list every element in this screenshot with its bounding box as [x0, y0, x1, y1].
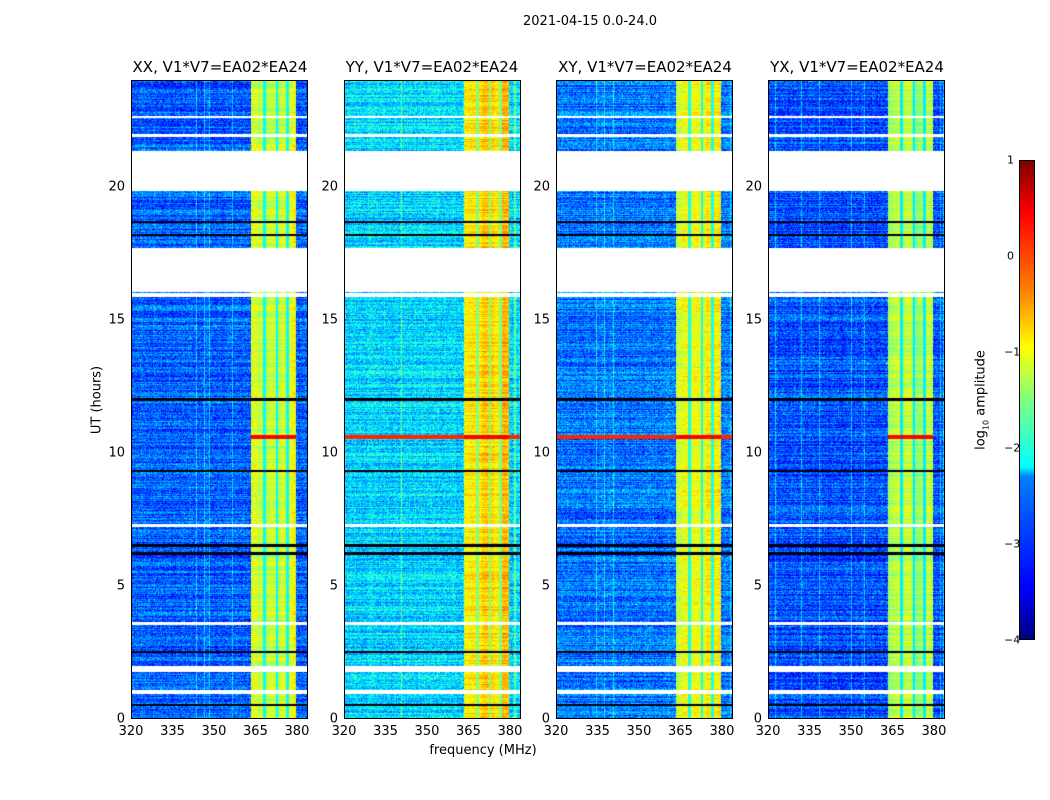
colorbar-label-sub: 10	[981, 419, 991, 431]
y-tick-label: 0	[753, 711, 762, 727]
x-tick-label: 380	[921, 724, 947, 739]
x-tick-label: 350	[626, 724, 652, 739]
x-tick-label: 320	[755, 724, 781, 739]
y-axis-label: UT (hours)	[89, 365, 105, 435]
figure-title: 2021-04-15 0.0-24.0	[523, 14, 657, 29]
colorbar-label-suffix: amplitude	[973, 350, 989, 420]
y-tick-label: 15	[321, 312, 338, 328]
x-tick-label: 380	[497, 724, 523, 739]
panel-title-xy: XY, V1*V7=EA02*EA24	[558, 58, 732, 76]
x-tick-label: 365	[880, 724, 905, 739]
panel-yy	[344, 80, 521, 719]
y-tick-label: 20	[745, 179, 762, 194]
x-tick-label: 320	[331, 724, 357, 739]
x-tick-label: 335	[160, 724, 185, 739]
y-tick-label: 10	[533, 445, 550, 461]
x-tick-label: 320	[118, 724, 144, 739]
panel-xx	[131, 80, 308, 719]
colorbar-label-prefix: log	[973, 430, 989, 450]
y-tick-label: 20	[533, 179, 550, 194]
y-tick-label: 10	[108, 445, 125, 461]
x-tick-label: 350	[201, 724, 227, 739]
heatmap-xx	[132, 81, 307, 718]
y-tick-label: 15	[745, 312, 762, 328]
x-tick-label: 365	[668, 724, 693, 739]
colorbar-tick-label: 1	[1007, 153, 1014, 167]
x-axis-label: frequency (MHz)	[429, 743, 537, 758]
heatmap-yy	[345, 81, 520, 718]
x-tick-label: 350	[838, 724, 864, 739]
x-tick-label: 335	[585, 724, 610, 739]
x-tick-label: 335	[797, 724, 822, 739]
y-tick-label: 0	[116, 711, 125, 727]
heatmap-xy	[557, 81, 732, 718]
panel-title-yx: YX, V1*V7=EA02*EA24	[770, 58, 944, 76]
panel-title-yy: YY, V1*V7=EA02*EA24	[345, 58, 519, 76]
colorbar	[1019, 160, 1035, 640]
y-tick-label: 10	[745, 445, 762, 461]
y-tick-label: 15	[108, 312, 125, 328]
colorbar-tick-label: −1	[1004, 345, 1021, 359]
x-tick-label: 380	[709, 724, 735, 739]
panel-yx	[768, 80, 945, 719]
colorbar-tick-label: −2	[1004, 441, 1021, 455]
x-tick-label: 335	[373, 724, 398, 739]
y-tick-label: 5	[116, 578, 125, 594]
y-tick-label: 20	[108, 179, 125, 194]
colorbar-tick-label: −3	[1004, 537, 1021, 551]
heatmap-yx	[769, 81, 944, 718]
x-tick-label: 380	[284, 724, 310, 739]
x-tick-label: 350	[414, 724, 440, 739]
colorbar-label: log10 amplitude	[974, 350, 991, 450]
y-tick-label: 15	[533, 312, 550, 328]
colorbar-tick-label: −4	[1004, 633, 1021, 647]
x-tick-label: 365	[456, 724, 481, 739]
panel-xy	[556, 80, 733, 719]
colorbar-tick-label: 0	[1007, 249, 1014, 263]
y-tick-label: 10	[321, 445, 338, 461]
y-tick-label: 5	[541, 578, 550, 594]
y-tick-label: 0	[541, 711, 550, 727]
y-tick-label: 5	[753, 578, 762, 594]
y-tick-label: 5	[329, 578, 338, 594]
panel-title-xx: XX, V1*V7=EA02*EA24	[132, 58, 308, 76]
y-tick-label: 20	[321, 179, 338, 194]
y-tick-label: 0	[329, 711, 338, 727]
x-tick-label: 365	[243, 724, 268, 739]
x-tick-label: 320	[543, 724, 569, 739]
